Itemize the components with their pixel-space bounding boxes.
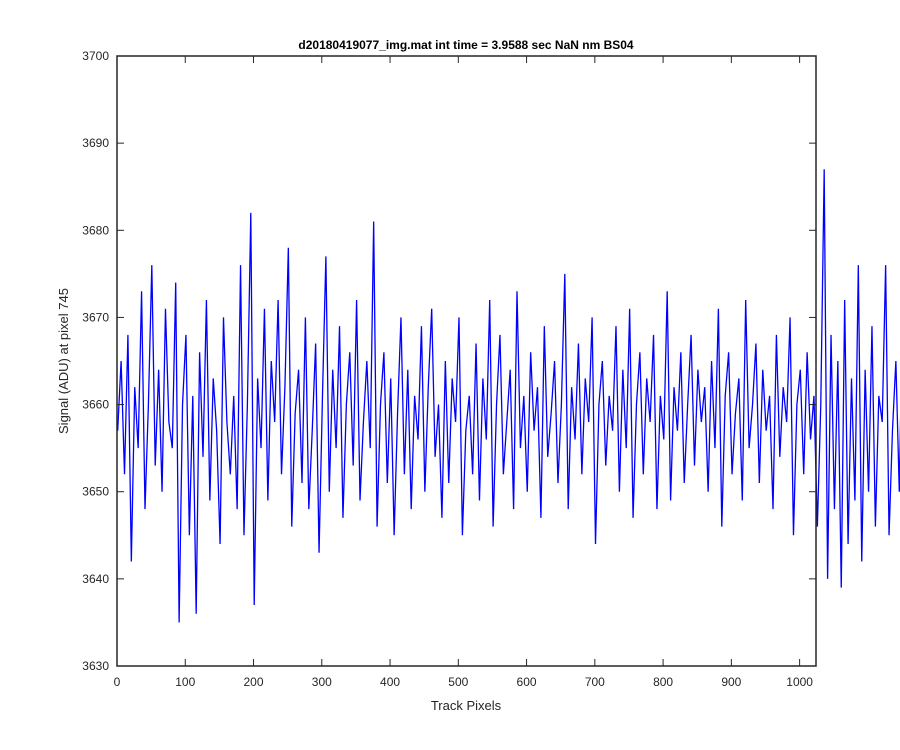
y-tick-label: 3700 bbox=[82, 49, 109, 63]
x-tick-label: 100 bbox=[175, 675, 195, 689]
axes-layer: 0 100 200 300 400 500 600 700 800 900 1000 3630 3640… bbox=[82, 49, 817, 689]
x-tick-label: 800 bbox=[653, 675, 673, 689]
x-tick-label: 0 bbox=[114, 675, 121, 689]
x-tick-label: 600 bbox=[517, 675, 537, 689]
y-tick-label: 3640 bbox=[82, 572, 109, 586]
y-tick-label: 3660 bbox=[82, 398, 109, 412]
axes-box bbox=[116, 55, 817, 667]
y-tick-label: 3670 bbox=[82, 310, 109, 324]
x-tick-label: 300 bbox=[312, 675, 332, 689]
series-line-0 bbox=[117, 169, 900, 623]
y-tick-label: 3680 bbox=[82, 223, 109, 237]
x-tick-label: 1000 bbox=[786, 675, 813, 689]
series-layer bbox=[117, 169, 900, 623]
plot-area bbox=[117, 56, 816, 666]
y-tick-label: 3650 bbox=[82, 485, 109, 499]
x-axis-label: Track Pixels bbox=[431, 698, 502, 713]
x-tick-label: 500 bbox=[448, 675, 468, 689]
y-axis-label: Signal (ADU) at pixel 745 bbox=[56, 288, 71, 434]
x-tick-label: 900 bbox=[721, 675, 741, 689]
y-tick-label: 3630 bbox=[82, 659, 109, 673]
x-tick-label: 700 bbox=[585, 675, 605, 689]
x-tick-label: 400 bbox=[380, 675, 400, 689]
chart-title: d20180419077_img.mat int time = 3.9588 s… bbox=[298, 38, 634, 52]
x-tick-label: 200 bbox=[244, 675, 264, 689]
y-tick-label: 3690 bbox=[82, 136, 109, 150]
